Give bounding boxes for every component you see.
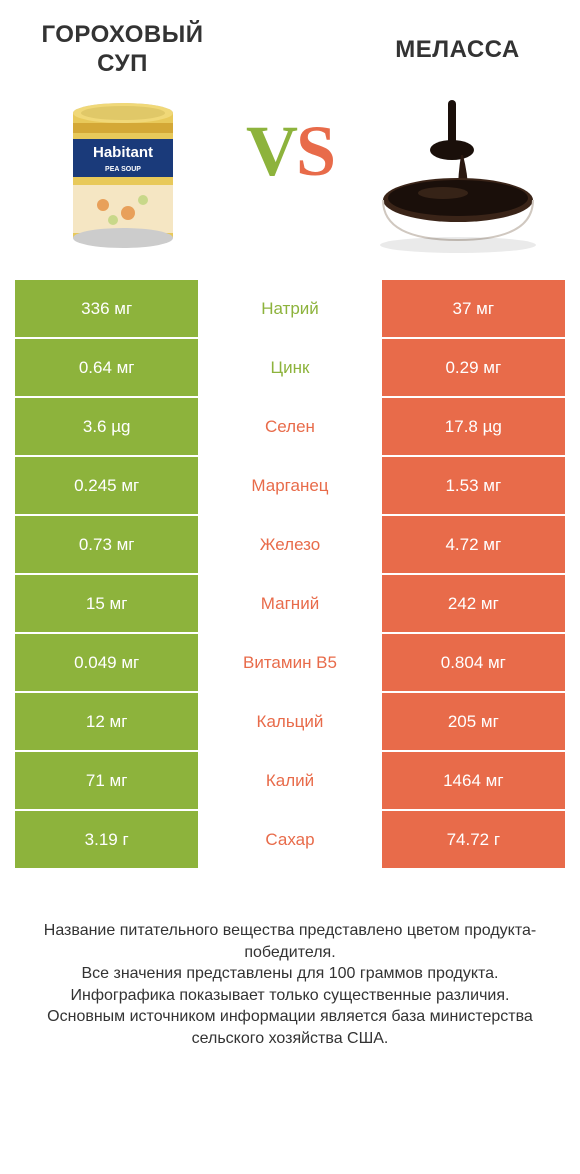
nutrient-label: Железо [198,516,381,573]
nutrient-label: Магний [198,575,381,632]
left-value: 12 мг [15,693,198,750]
left-value: 336 мг [15,280,198,337]
nutrient-label: Калий [198,752,381,809]
vs-letter-s: S [296,110,334,193]
footer-line: Название питательного вещества представл… [25,920,555,963]
table-row: 336 мгНатрий37 мг [15,280,565,339]
table-row: 3.6 µgСелен17.8 µg [15,398,565,457]
left-value: 71 мг [15,752,198,809]
header-left: ГОРОХОВЫЙ СУП Habitant PEA SOUP [15,20,230,260]
table-row: 0.73 мгЖелезо4.72 мг [15,516,565,575]
header: ГОРОХОВЫЙ СУП Habitant PEA SOUP [15,20,565,260]
table-row: 3.19 гСахар74.72 г [15,811,565,870]
right-value: 74.72 г [382,811,565,868]
footer-line: Основным источником информации является … [25,1006,555,1049]
nutrient-label: Кальций [198,693,381,750]
table-row: 12 мгКальций205 мг [15,693,565,752]
header-right: МЕЛАССА [350,20,565,260]
right-value: 17.8 µg [382,398,565,455]
right-value: 4.72 мг [382,516,565,573]
right-value: 242 мг [382,575,565,632]
nutrient-label: Селен [198,398,381,455]
left-product-title: ГОРОХОВЫЙ СУП [15,20,230,80]
right-value: 0.804 мг [382,634,565,691]
svg-text:PEA SOUP: PEA SOUP [105,166,141,173]
nutrient-label: Цинк [198,339,381,396]
nutrient-label: Натрий [198,280,381,337]
right-value: 37 мг [382,280,565,337]
infographic-container: ГОРОХОВЫЙ СУП Habitant PEA SOUP [0,0,580,1070]
comparison-table: 336 мгНатрий37 мг0.64 мгЦинк0.29 мг3.6 µ… [15,280,565,870]
vs-letter-v: V [246,110,296,193]
footer-notes: Название питательного вещества представл… [15,920,565,1050]
footer-line: Инфографика показывает только существенн… [25,985,555,1007]
left-value: 3.19 г [15,811,198,868]
left-value: 0.73 мг [15,516,198,573]
right-value: 1.53 мг [382,457,565,514]
right-value: 205 мг [382,693,565,750]
right-product-image [373,90,543,260]
table-row: 0.64 мгЦинк0.29 мг [15,339,565,398]
right-product-title: МЕЛАССА [395,20,519,80]
footer-line: Все значения представлены для 100 граммо… [25,963,555,985]
table-row: 71 мгКалий1464 мг [15,752,565,811]
left-value: 0.64 мг [15,339,198,396]
right-value: 0.29 мг [382,339,565,396]
left-value: 0.049 мг [15,634,198,691]
svg-text:Habitant: Habitant [93,144,153,161]
left-value: 0.245 мг [15,457,198,514]
left-value: 3.6 µg [15,398,198,455]
nutrient-label: Марганец [198,457,381,514]
table-row: 15 мгМагний242 мг [15,575,565,634]
vs-separator: VS [230,20,350,193]
nutrient-label: Сахар [198,811,381,868]
table-row: 0.245 мгМарганец1.53 мг [15,457,565,516]
right-value: 1464 мг [382,752,565,809]
left-product-image: Habitant PEA SOUP [38,90,208,260]
nutrient-label: Витамин B5 [198,634,381,691]
left-value: 15 мг [15,575,198,632]
table-row: 0.049 мгВитамин B50.804 мг [15,634,565,693]
